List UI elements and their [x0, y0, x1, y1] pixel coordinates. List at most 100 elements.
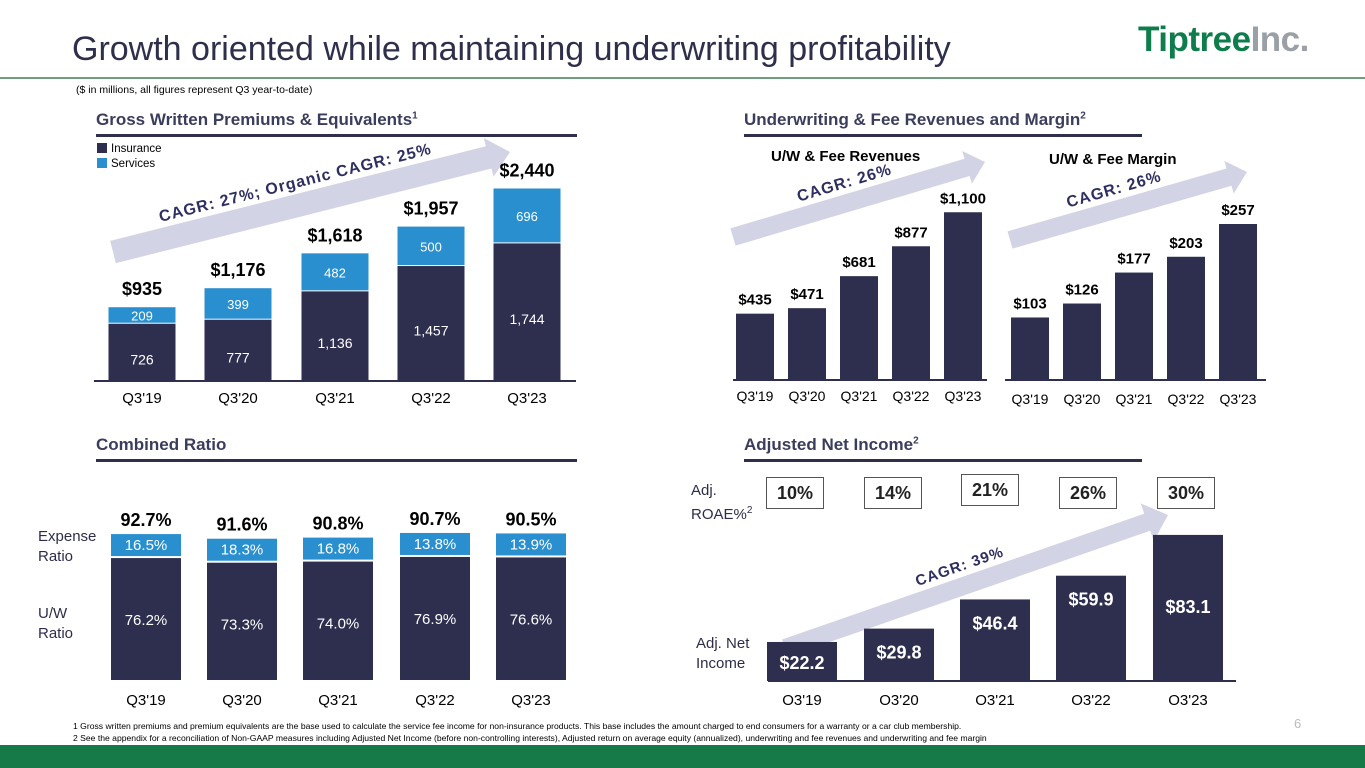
cr-bar-expense: [207, 538, 277, 561]
gwp-bar-services: [493, 188, 561, 243]
roae-label-footnote: 2: [746, 505, 753, 516]
cr-total-label: 90.5%: [505, 509, 556, 529]
uw-rev-value-label: $1,100: [940, 190, 986, 207]
uw-rev-title: U/W & Fee Revenues: [771, 148, 921, 165]
cr-bar-expense: [111, 534, 181, 557]
uw-section-title: Underwriting & Fee Revenues and Margin2: [744, 110, 1086, 130]
cr-uw-label: 76.6%: [510, 611, 553, 628]
ni-bar: [864, 628, 934, 681]
uw-margin-bar: [1219, 224, 1257, 380]
cr-expense-label: 13.8%: [414, 536, 457, 553]
uw-rev-value-label: $471: [790, 286, 823, 303]
cr-x-tick: Q3'22: [415, 692, 455, 709]
uw-rev-x-tick: Q3'20: [789, 388, 826, 404]
page-subtitle: ($ in millions, all figures represent Q3…: [76, 84, 313, 96]
gwp-arrow: [110, 137, 511, 264]
ni-value-label: $22.2: [779, 653, 824, 673]
cr-total-label: 91.6%: [216, 515, 267, 535]
gwp-bar-insurance: [108, 323, 176, 381]
gwp-insurance-label: 1,457: [413, 323, 448, 339]
footnote-2: 2 See the appendix for a reconciliation …: [73, 733, 987, 743]
gwp-services-label: 696: [516, 209, 538, 224]
ni-bar: [960, 599, 1030, 681]
cr-x-tick: Q3'21: [318, 692, 358, 709]
gwp-x-tick: Q3'22: [411, 390, 451, 407]
cr-bar-expense: [496, 533, 566, 556]
ni-x-tick: O3'23: [1168, 692, 1208, 709]
uw-rev-x-tick: Q3'21: [841, 388, 878, 404]
cr-bar-expense: [303, 537, 373, 560]
cr-bar-expense: [400, 532, 470, 555]
gwp-bar-services: [301, 253, 369, 291]
uw-rev-bar: [944, 212, 982, 380]
cr-expense-label: 16.8%: [317, 541, 360, 558]
cr-expense-label: 16.5%: [125, 537, 168, 554]
legend-insurance: Insurance: [97, 142, 162, 157]
cr-x-tick: Q3'20: [222, 692, 262, 709]
legend-services: Services: [97, 157, 162, 172]
uw-rev-arrow: [730, 151, 985, 246]
uw-margin-bar: [1115, 272, 1153, 380]
gwp-total-label: $2,440: [499, 160, 554, 180]
legend-services-label: Services: [111, 158, 156, 170]
uw-margin-bar: [1011, 317, 1049, 380]
ni-x-tick: O3'20: [879, 692, 919, 709]
uw-margin-value-label: $126: [1065, 282, 1098, 299]
gwp-insurance-label: 726: [130, 351, 154, 367]
gwp-total-label: $935: [122, 279, 162, 299]
uw-rev-bar: [840, 276, 878, 380]
uw-rev-bar: [892, 246, 930, 380]
roae-box: 21%: [961, 474, 1019, 506]
cr-uw-label: 76.2%: [125, 612, 168, 629]
ni-bar: [1056, 575, 1126, 681]
logo-main: Tiptree: [1138, 20, 1251, 59]
gwp-x-tick: Q3'20: [218, 390, 258, 407]
cr-total-label: 90.7%: [409, 509, 460, 529]
uw-margin-arrow: [1007, 160, 1247, 249]
ni-arrow: [782, 503, 1168, 657]
cr-bar-uw: [207, 562, 277, 680]
uw-rev-value-label: $681: [842, 254, 875, 271]
ni-title-rule: [744, 459, 1142, 462]
uw-margin-x-tick: Q3'20: [1064, 391, 1101, 407]
roae-box: 14%: [864, 477, 922, 509]
cr-total-label: 92.7%: [120, 510, 171, 530]
gwp-bar-insurance: [204, 319, 272, 381]
cr-bar-uw: [303, 561, 373, 680]
page-title: Growth oriented while maintaining underw…: [72, 30, 951, 68]
cr-expense-label: 18.3%: [221, 542, 264, 559]
legend-insurance-label: Insurance: [111, 143, 162, 155]
header-divider: [0, 77, 1365, 79]
gwp-total-label: $1,957: [403, 199, 458, 219]
legend-services-swatch: [97, 158, 107, 168]
gwp-legend: Insurance Services: [97, 142, 162, 172]
cr-uw-label: 73.3%: [221, 617, 264, 634]
page-number: 6: [1294, 716, 1302, 731]
expense-ratio-label: Expense Ratio: [38, 528, 97, 565]
uw-rev-x-tick: Q3'19: [737, 388, 774, 404]
uw-rev-value-label: $435: [738, 292, 771, 309]
gwp-title-footnote: 1: [412, 110, 418, 122]
ni-value-label: $83.1: [1165, 597, 1210, 617]
gwp-bar-insurance: [397, 266, 465, 381]
uw-margin-value-label: $257: [1221, 202, 1254, 219]
net-income-label: Adj. Net Income: [696, 635, 750, 672]
uw-margin-value-label: $177: [1117, 251, 1150, 268]
logo-suffix: Inc.: [1250, 20, 1310, 59]
gwp-insurance-label: 1,744: [509, 311, 544, 327]
gwp-bar-insurance: [301, 291, 369, 381]
ni-value-label: $29.8: [876, 643, 921, 663]
gwp-insurance-label: 777: [226, 349, 250, 365]
gwp-bar-services: [108, 307, 176, 323]
gwp-services-label: 500: [420, 239, 442, 254]
gwp-bar-services: [204, 288, 272, 319]
roae-box: 30%: [1157, 477, 1215, 509]
ni-x-tick: O3'21: [975, 692, 1015, 709]
cr-total-label: 90.8%: [312, 514, 363, 534]
uw-margin-bar: [1167, 256, 1205, 380]
gwp-section-title: Gross Written Premiums & Equivalents1: [96, 110, 418, 130]
uw-margin-x-tick: Q3'21: [1116, 391, 1153, 407]
uw-margin-value-label: $103: [1013, 295, 1046, 312]
ni-x-tick: O3'22: [1071, 692, 1111, 709]
uw-ratio-label: U/W Ratio: [38, 605, 74, 642]
